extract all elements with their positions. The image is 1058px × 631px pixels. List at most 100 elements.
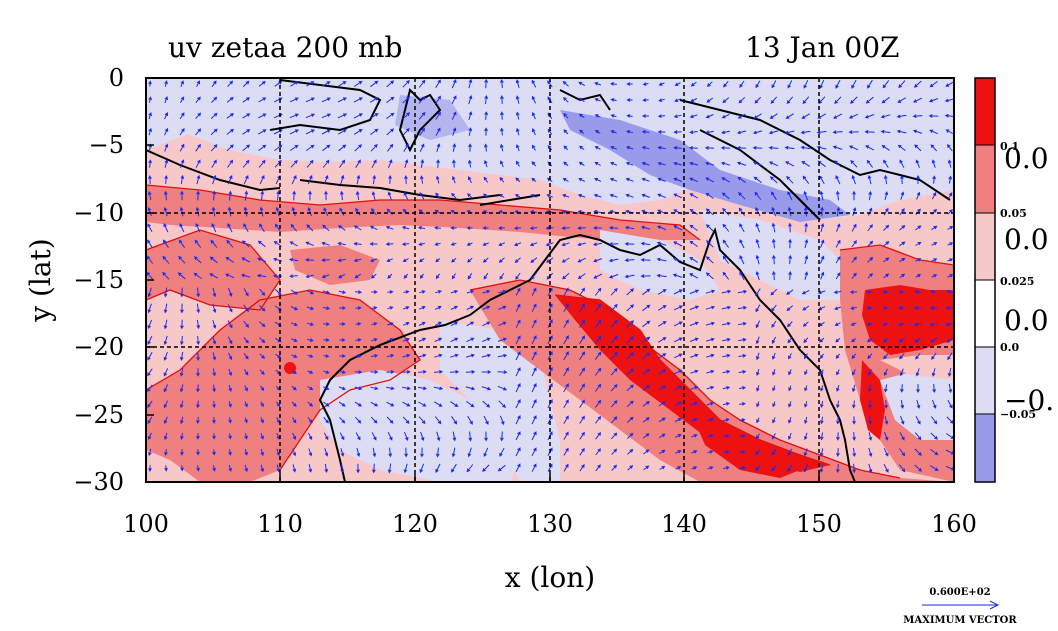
wind-vector xyxy=(290,159,298,168)
wind-vector xyxy=(674,82,681,86)
wind-vector xyxy=(595,431,602,440)
wind-vector xyxy=(851,272,857,279)
wind-vector xyxy=(913,322,922,326)
wind-vector xyxy=(228,352,233,361)
y-tick-label: −25 xyxy=(73,401,124,429)
wind-vector xyxy=(689,146,698,150)
wind-vector xyxy=(180,159,185,168)
wind-vector xyxy=(721,289,732,294)
wind-vector xyxy=(212,368,217,377)
wind-vector xyxy=(483,447,489,458)
wind-vector xyxy=(387,191,392,200)
wind-vector xyxy=(467,257,473,263)
wind-vector xyxy=(353,113,363,119)
wind-vector xyxy=(720,146,731,150)
wind-vector xyxy=(434,337,443,343)
wind-vector xyxy=(147,384,153,393)
wind-vector xyxy=(626,368,634,376)
wind-vector xyxy=(370,354,379,358)
wind-vector xyxy=(260,433,264,440)
wind-vector xyxy=(148,127,153,136)
wind-vector xyxy=(913,80,922,88)
wind-vector xyxy=(402,80,410,88)
wind-vector xyxy=(657,145,666,150)
wind-vector xyxy=(450,401,459,407)
wind-vector xyxy=(483,176,489,183)
wind-vector xyxy=(868,400,872,409)
wind-vector xyxy=(288,257,299,262)
wind-vector xyxy=(258,144,267,152)
wind-vector xyxy=(948,383,953,394)
wind-vector xyxy=(148,112,152,120)
wind-vector xyxy=(370,416,378,424)
wind-vector xyxy=(196,352,200,361)
wind-vector xyxy=(721,305,732,310)
wind-vector xyxy=(337,225,346,231)
wind-vector xyxy=(594,114,601,118)
wind-vector xyxy=(931,368,936,377)
wind-vector xyxy=(785,161,795,167)
wind-vector xyxy=(164,96,168,104)
wind-vector xyxy=(386,370,395,374)
wind-vector xyxy=(721,113,730,119)
wind-vector xyxy=(369,242,378,246)
wind-vector xyxy=(866,306,873,310)
wind-vector xyxy=(370,401,379,407)
wind-vector xyxy=(610,161,618,166)
wind-vector xyxy=(738,370,747,374)
wind-vector xyxy=(196,416,200,425)
wind-vector xyxy=(916,399,921,409)
wind-vector xyxy=(931,258,938,262)
wind-vector xyxy=(292,448,297,457)
wind-vector xyxy=(722,271,730,280)
wind-vector xyxy=(434,305,442,310)
wind-vector xyxy=(625,177,634,182)
wind-vector xyxy=(914,464,923,472)
wind-vector xyxy=(274,144,283,152)
wind-vector xyxy=(212,400,216,409)
wind-vector xyxy=(800,130,811,135)
wind-vector xyxy=(498,400,506,408)
wind-vector xyxy=(404,447,408,458)
wind-vector xyxy=(163,206,168,217)
wind-vector xyxy=(450,353,459,358)
wind-vector xyxy=(257,240,266,248)
wind-vector xyxy=(369,113,379,119)
wind-vector xyxy=(148,159,152,168)
wind-vector xyxy=(337,97,347,103)
wind-vector xyxy=(515,335,521,345)
wind-vector xyxy=(482,321,491,327)
wind-vector xyxy=(915,274,922,278)
wind-vector xyxy=(881,96,890,104)
color-bar-swatch xyxy=(975,78,995,145)
wind-vector xyxy=(226,128,235,135)
wind-vector xyxy=(898,80,906,89)
wind-vector xyxy=(465,386,476,391)
y-tick-label: 0 xyxy=(109,64,124,92)
color-bar-swatch xyxy=(975,347,995,414)
wind-vector xyxy=(770,288,778,296)
wind-vector xyxy=(624,258,635,263)
wind-vector xyxy=(324,174,329,185)
wind-vector xyxy=(816,130,827,135)
wind-vector xyxy=(673,193,683,199)
wind-vector xyxy=(514,242,522,247)
wind-vector xyxy=(499,431,504,442)
wind-vector xyxy=(164,174,168,185)
wind-vector xyxy=(626,400,634,408)
wind-vector xyxy=(690,385,699,390)
wind-vector xyxy=(756,368,760,377)
wind-vector xyxy=(932,383,937,394)
wind-vector xyxy=(227,320,233,329)
wind-vector xyxy=(196,287,201,298)
wind-vector xyxy=(592,242,603,247)
wind-vector xyxy=(836,463,840,474)
wind-vector xyxy=(531,161,537,167)
wind-vector xyxy=(356,447,361,458)
wind-vector xyxy=(226,239,234,248)
wind-vector xyxy=(434,321,442,327)
wind-vector xyxy=(928,98,939,103)
wind-vector xyxy=(305,258,314,262)
wind-vector xyxy=(436,143,441,152)
